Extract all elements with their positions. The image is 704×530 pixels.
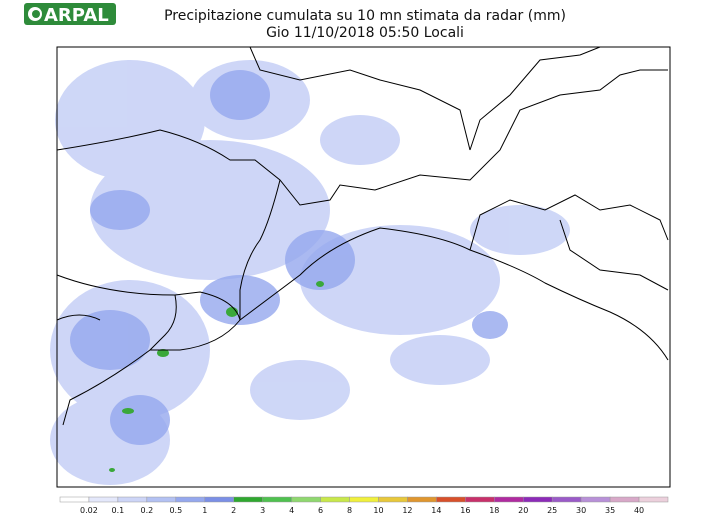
legend-label: 35	[605, 506, 615, 515]
legend-swatch	[233, 496, 263, 503]
legend-swatch	[146, 496, 177, 503]
subtitle: Gio 11/10/2018 05:50 Locali	[266, 25, 464, 41]
legend-swatch	[551, 496, 582, 503]
legend-swatch	[407, 496, 437, 503]
legend-label: 25	[547, 506, 557, 515]
legend-swatch	[522, 496, 553, 503]
logo-icon-inner	[32, 10, 40, 18]
map	[50, 46, 671, 488]
border-north	[56, 69, 668, 206]
legend-label: 0.02	[80, 506, 98, 515]
legend-swatch	[291, 496, 321, 503]
legend-swatch	[349, 496, 379, 503]
legend-swatch	[436, 496, 466, 503]
border-south	[56, 314, 101, 321]
coast-west	[56, 274, 241, 426]
legend-label: 40	[634, 506, 644, 515]
legend-swatch	[175, 496, 206, 503]
border-lombardy	[469, 46, 601, 151]
rain-heavy	[109, 281, 324, 472]
legend-swatch	[262, 496, 292, 503]
legend-swatch	[204, 496, 234, 503]
legend-label: 14	[431, 506, 441, 515]
border-regions	[469, 194, 669, 251]
borders	[56, 46, 669, 426]
legend-swatch	[320, 496, 350, 503]
legend-swatch	[609, 496, 640, 503]
legend-label: 30	[576, 506, 586, 515]
legend: 0.02 0.1 0.2 0.5 1 2 3 4 6 8 10 12 14 16 18 20 25 30 35 40	[59, 496, 669, 515]
logo-box	[24, 3, 116, 25]
map-frame	[56, 46, 671, 488]
border-monaco	[149, 294, 177, 351]
legend-label: 18	[489, 506, 499, 515]
legend-swatch	[117, 496, 148, 503]
legend-label: 1	[202, 506, 207, 515]
border-tuscany	[559, 219, 669, 291]
legend-label: 10	[373, 506, 383, 515]
title: Precipitazione cumulata su 10 mn stimata…	[164, 8, 566, 24]
legend-swatch	[494, 496, 524, 503]
legend-swatch	[59, 496, 90, 503]
legend-swatch	[465, 496, 495, 503]
legend-label: 8	[347, 506, 352, 515]
legend-label: 3	[260, 506, 265, 515]
legend-label: 0.1	[112, 506, 125, 515]
legend-label: 6	[318, 506, 323, 515]
legend-label: 4	[289, 506, 294, 515]
border-valley	[249, 46, 471, 151]
legend-label: 2	[231, 506, 236, 515]
legend-label: 16	[460, 506, 470, 515]
legend-label: 0.2	[140, 506, 153, 515]
legend-swatch	[378, 496, 408, 503]
legend-label: 12	[402, 506, 412, 515]
logo: ARPAL	[24, 3, 116, 26]
legend-swatch	[580, 496, 611, 503]
legend-label: 0.5	[169, 506, 182, 515]
legend-swatch	[638, 496, 669, 503]
border-fr-it	[239, 179, 281, 320]
legend-swatch	[88, 496, 119, 503]
logo-text: ARPAL	[44, 5, 109, 26]
legend-label: 20	[518, 506, 528, 515]
